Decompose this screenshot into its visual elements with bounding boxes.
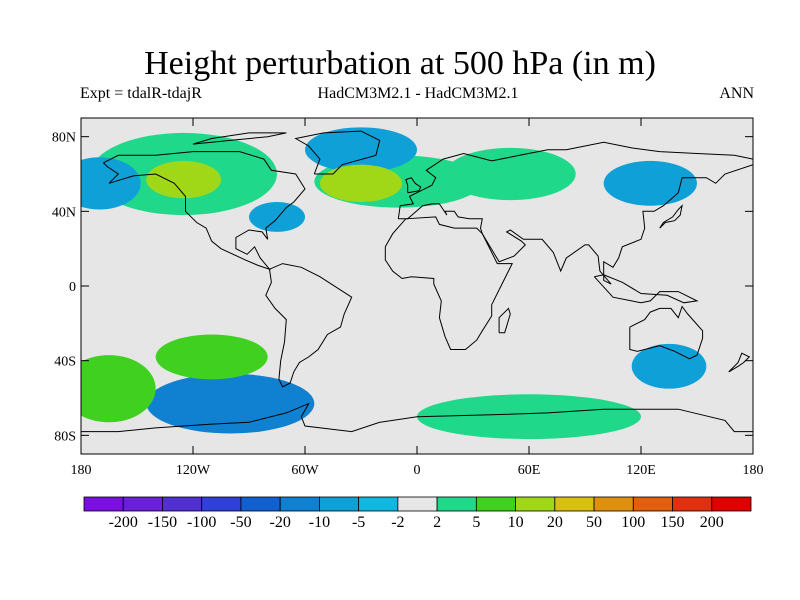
colorbar-label: 150 bbox=[661, 514, 685, 531]
colorbar-label: -20 bbox=[270, 514, 291, 531]
colorbar-label: 100 bbox=[621, 514, 645, 531]
anomaly-atlantic-subtropic-negative bbox=[249, 202, 305, 232]
lon-tick-label: 180 bbox=[743, 463, 764, 478]
coastline-europe-asia bbox=[397, 141, 753, 285]
colorbar-label: 50 bbox=[586, 514, 602, 531]
anomaly-south-indian-positive bbox=[417, 394, 641, 440]
colorbar-label: -200 bbox=[109, 514, 138, 531]
page-title: Height perturbation at 500 hPa (in m) bbox=[144, 45, 656, 82]
anomaly-south-ocean-negative bbox=[146, 373, 315, 434]
coastline-britain bbox=[405, 177, 422, 194]
colorbar-swatch bbox=[397, 496, 438, 512]
coastline-africa bbox=[384, 216, 514, 350]
coastline-japan bbox=[659, 204, 683, 229]
colorbar-swatch bbox=[632, 496, 673, 512]
colorbar-swatch bbox=[711, 496, 752, 512]
colorbar-label: -150 bbox=[148, 514, 177, 531]
experiment-label: Expt = tdalR-tdajR bbox=[80, 85, 202, 102]
colorbar-label: 20 bbox=[547, 514, 563, 531]
coastline-arctic-islands bbox=[192, 132, 287, 145]
coastline-antarctica bbox=[81, 402, 753, 433]
colorbar-swatch bbox=[593, 496, 634, 512]
coastline-madagascar bbox=[498, 307, 511, 334]
coastline-new-zealand bbox=[728, 352, 751, 373]
colorbar-label: -5 bbox=[352, 514, 365, 531]
lat-tick-label: 80N bbox=[52, 131, 76, 146]
colorbar-swatch bbox=[83, 496, 124, 512]
colorbar-label: -2 bbox=[391, 514, 404, 531]
lon-tick-label: 120E bbox=[626, 463, 656, 478]
anomaly-north-pacific-west-negative bbox=[81, 157, 141, 210]
anomaly-south-pacific-positive bbox=[81, 355, 156, 423]
lon-tick-label: 180 bbox=[71, 463, 92, 478]
coastline-north-america bbox=[103, 151, 306, 271]
coastline-greenland bbox=[294, 130, 381, 175]
colorbar-swatch bbox=[319, 496, 360, 512]
anomaly-north-pacific-east-negative bbox=[603, 160, 697, 206]
lat-tick-label: 40N bbox=[52, 205, 76, 220]
colorbar-swatch bbox=[672, 496, 713, 512]
colorbar-label: 5 bbox=[472, 514, 480, 531]
anomaly-north-america-positive bbox=[146, 160, 221, 199]
lon-tick-label: 0 bbox=[414, 463, 421, 478]
coastline-south-america bbox=[265, 263, 353, 388]
colorbar-label: 2 bbox=[433, 514, 441, 531]
season-label: ANN bbox=[719, 85, 754, 102]
colorbar-swatch bbox=[475, 496, 516, 512]
colorbar-swatch bbox=[515, 496, 556, 512]
lat-tick-label: 40S bbox=[54, 355, 76, 370]
colorbar-label: 10 bbox=[508, 514, 524, 531]
colorbar-swatch bbox=[358, 496, 399, 512]
anomaly-europe-asia-positive bbox=[445, 147, 576, 201]
colorbar-label: -10 bbox=[309, 514, 330, 531]
colorbar-swatch bbox=[240, 496, 281, 512]
colorbar-swatch bbox=[201, 496, 242, 512]
model-label: HadCM3M2.1 - HadCM3M2.1 bbox=[317, 85, 519, 102]
lat-tick-label: 80S bbox=[54, 429, 76, 444]
colorbar-label: 200 bbox=[700, 514, 724, 531]
colorbar-swatch bbox=[436, 496, 477, 512]
lon-tick-label: 120W bbox=[176, 463, 211, 478]
coastline-australia bbox=[629, 305, 704, 360]
anomaly-north-atlantic-positive bbox=[319, 164, 403, 202]
anomaly-south-atlantic-positive bbox=[155, 334, 268, 380]
anomaly-greenland-negative bbox=[305, 127, 417, 173]
coastline-indonesia bbox=[593, 274, 699, 304]
colorbar-label: -100 bbox=[187, 514, 216, 531]
anomaly-southwest-pacific-negative bbox=[631, 343, 707, 389]
colorbar-swatch bbox=[279, 496, 320, 512]
colorbar-label: -50 bbox=[230, 514, 251, 531]
lon-tick-label: 60E bbox=[518, 463, 541, 478]
lon-tick-label: 60W bbox=[291, 463, 319, 478]
colorbar-swatch bbox=[162, 496, 203, 512]
colorbar-swatch bbox=[554, 496, 595, 512]
colorbar-swatch bbox=[122, 496, 163, 512]
lat-tick-label: 0 bbox=[69, 280, 76, 295]
